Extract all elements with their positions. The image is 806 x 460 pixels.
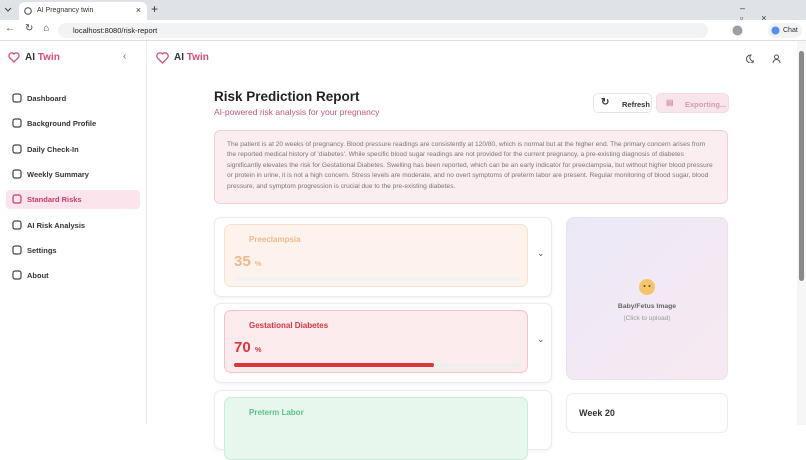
globe-icon: [24, 7, 32, 15]
logo-ai: AI: [25, 52, 35, 63]
nav-item[interactable]: Standard Risks: [6, 190, 140, 210]
progress-track: [234, 277, 520, 281]
new-tab[interactable]: +: [151, 2, 159, 16]
risk-name: Preterm Labor: [249, 408, 304, 417]
risk-value: 70 %: [234, 339, 518, 356]
icon: [12, 245, 22, 255]
nav-item[interactable]: Background Profile: [6, 114, 140, 133]
progress-track: [234, 363, 520, 367]
icon: [12, 219, 22, 230]
nav-label: Standard Risks: [27, 195, 82, 205]
nav-label: Background Profile: [27, 119, 97, 129]
url: localhost:8080/risk-report: [73, 26, 158, 35]
user-menu[interactable]: [772, 54, 781, 63]
header-logo: AI Twin: [156, 52, 209, 64]
risk-panel: Gestational Diabetes 70 %: [224, 310, 528, 373]
progress-bar: [234, 363, 435, 367]
chat-icon: [771, 26, 780, 35]
baby-hint: (Click to upload): [623, 315, 671, 322]
report-subtitle: AI-powered risk analysis for your pregna…: [214, 107, 380, 117]
risk-unit: %: [254, 345, 262, 354]
heart-icon: [156, 52, 169, 64]
expand-chevron[interactable]: ⌄: [537, 248, 545, 258]
risk-panel: Preterm Labor: [224, 397, 528, 460]
logo-ai: AI: [174, 52, 184, 63]
icon: [12, 194, 22, 204]
tab-close[interactable]: ×: [135, 5, 141, 15]
risk-card[interactable]: Gestational Diabetes 70 % ⌄: [214, 303, 552, 383]
risk-value: 35 %: [234, 253, 518, 270]
nav-label: Weekly Summary: [27, 169, 89, 179]
nav-label: Daily Check-In: [27, 144, 79, 154]
nav-buttons[interactable]: ←↻⌂: [5, 23, 60, 34]
profile-icon[interactable]: [732, 25, 743, 36]
nav-item[interactable]: About: [6, 266, 140, 285]
risk-number: 35: [234, 253, 251, 270]
risk-name: Gestational Diabetes: [249, 321, 329, 330]
icon: [12, 93, 22, 103]
nav-label: Settings: [27, 245, 57, 255]
risk-card[interactable]: Preterm Labor: [214, 390, 552, 460]
risk-unit: %: [254, 259, 262, 268]
sidebar-logo[interactable]: AI Twin: [8, 52, 60, 63]
week-card: Week 20: [566, 393, 728, 433]
tab-menu[interactable]: [4, 6, 12, 14]
risk-number: 70: [234, 339, 251, 356]
refresh-button[interactable]: ↻ Refresh: [593, 93, 652, 113]
risk-name: Preeclampsia: [249, 235, 301, 244]
risk-panel: Preeclampsia 35 %: [224, 224, 528, 287]
nav-label: About: [27, 271, 49, 281]
tab[interactable]: AI Pregnancy twin ×: [19, 2, 147, 20]
refresh-icon: ↻: [601, 97, 610, 108]
main: AI Twin Risk Prediction Report AI-powere…: [147, 41, 797, 460]
week-label: Week 20: [579, 408, 615, 418]
logo-twin: Twin: [186, 52, 209, 63]
address-bar: ←↻⌂ localhost:8080/risk-report Chat: [0, 20, 806, 41]
logo-twin: Twin: [37, 52, 60, 63]
nav-label: AI Risk Analysis: [27, 220, 86, 230]
nav-item[interactable]: Weekly Summary: [6, 165, 140, 184]
chat-label: Chat: [783, 27, 798, 34]
url-field[interactable]: localhost:8080/risk-report: [58, 23, 708, 38]
icon: [12, 143, 22, 154]
scroll-thumb[interactable]: [799, 51, 804, 281]
export-label: Exporting...: [685, 100, 727, 109]
nav-item[interactable]: Daily Check-In: [6, 140, 140, 159]
baby-label: Baby/Fetus Image: [617, 303, 677, 310]
sidebar: AI Twin ‹ Dashboard Background Profile Dai…: [0, 41, 147, 425]
icon: [12, 118, 22, 128]
nav-item[interactable]: Dashboard: [6, 89, 140, 108]
report-title: Risk Prediction Report: [214, 89, 360, 104]
export-icon: ▤: [666, 98, 674, 107]
refresh-label: Refresh: [622, 100, 650, 109]
tab-bar: AI Pregnancy twin × + –▫×: [0, 0, 806, 23]
nav-item[interactable]: Settings: [6, 241, 140, 260]
window-controls[interactable]: –▫×: [740, 3, 785, 23]
nav-label: Dashboard: [27, 94, 67, 103]
theme-toggle[interactable]: [745, 54, 754, 63]
heart-icon: [8, 52, 20, 63]
icon: [12, 270, 22, 280]
chat-button[interactable]: Chat: [768, 23, 802, 38]
baby-upload[interactable]: Baby/Fetus Image (Click to upload): [566, 217, 728, 380]
baby-icon: [639, 279, 655, 295]
risk-card[interactable]: Preeclampsia 35 % ⌄: [214, 217, 552, 297]
tab-title: AI Pregnancy twin: [37, 7, 94, 14]
export-button[interactable]: ▤ Exporting...: [656, 93, 729, 113]
summary: The patient is at 20 weeks of pregnancy.…: [214, 130, 728, 204]
collapse-button[interactable]: ‹: [123, 51, 127, 62]
scrollbar[interactable]: [797, 41, 806, 425]
expand-chevron[interactable]: ⌄: [537, 334, 545, 344]
icon: [12, 169, 22, 179]
nav-item[interactable]: AI Risk Analysis: [6, 216, 140, 235]
